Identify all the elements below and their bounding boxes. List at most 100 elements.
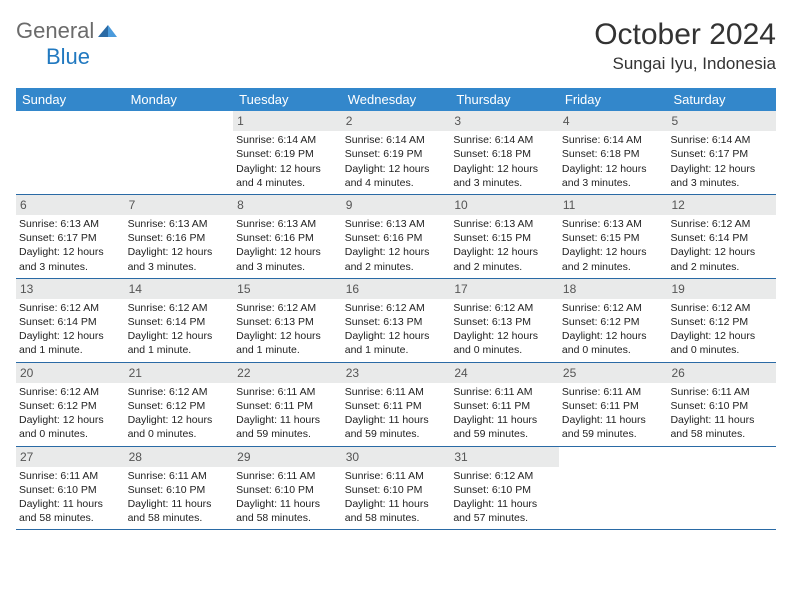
day-cell: 6Sunrise: 6:13 AMSunset: 6:17 PMDaylight… (16, 195, 125, 278)
sunset-line: Sunset: 6:19 PM (345, 147, 448, 161)
daylight-line: and 3 minutes. (562, 176, 665, 190)
daylight-line: and 4 minutes. (236, 176, 339, 190)
daylight-line: and 59 minutes. (562, 427, 665, 441)
logo-triangle-icon (96, 23, 118, 39)
day-cell: . (125, 111, 234, 194)
day-cell: 10 Sunrise: 6:13 AMSunset: 6:15 PMDayligh… (450, 195, 559, 278)
day-cell: 9Sunrise: 6:13 AMSunset: 6:16 PMDaylight… (342, 195, 451, 278)
sunset-line: Sunset: 6:18 PM (562, 147, 665, 161)
daylight-line: Daylight: 11 hours (236, 497, 339, 511)
sunset-line: Sunset: 6:14 PM (19, 315, 122, 329)
day-cell: 11Sunrise: 6:13 AMSunset: 6:15 PMDayligh… (559, 195, 668, 278)
day-number: 27 (16, 447, 125, 467)
sunrise-line: Sunrise: 6:12 AM (453, 469, 556, 483)
weeks-container: ..1Sunrise: 6:14 AMSunset: 6:19 PMDaylig… (16, 111, 776, 530)
day-cell: . (16, 111, 125, 194)
daylight-line: Daylight: 12 hours (345, 162, 448, 176)
day-number: 13 (16, 279, 125, 299)
daylight-line: Daylight: 12 hours (236, 245, 339, 259)
sunrise-line: Sunrise: 6:12 AM (670, 301, 773, 315)
day-cell: 27Sunrise: 6:11 AMSunset: 6:10 PMDayligh… (16, 447, 125, 530)
day-cell: 13Sunrise: 6:12 AMSunset: 6:14 PMDayligh… (16, 279, 125, 362)
daylight-line: and 1 minute. (19, 343, 122, 357)
day-cell: 23Sunrise: 6:11 AMSunset: 6:11 PMDayligh… (342, 363, 451, 446)
week-row: 6Sunrise: 6:13 AMSunset: 6:17 PMDaylight… (16, 195, 776, 279)
daylight-line: and 3 minutes. (453, 176, 556, 190)
daylight-line: and 3 minutes. (128, 260, 231, 274)
sunrise-line: Sunrise: 6:12 AM (128, 301, 231, 315)
day-number: 16 (342, 279, 451, 299)
sunset-line: Sunset: 6:14 PM (670, 231, 773, 245)
daylight-line: and 0 minutes. (562, 343, 665, 357)
day-cell: 28Sunrise: 6:11 AMSunset: 6:10 PMDayligh… (125, 447, 234, 530)
daylight-line: Daylight: 12 hours (453, 162, 556, 176)
sunrise-line: Sunrise: 6:14 AM (453, 133, 556, 147)
daylight-line: and 0 minutes. (19, 427, 122, 441)
day-cell: . (667, 447, 776, 530)
daylight-line: Daylight: 12 hours (236, 329, 339, 343)
sunset-line: Sunset: 6:11 PM (453, 399, 556, 413)
sunrise-line: Sunrise: 6:11 AM (236, 385, 339, 399)
sunrise-line: Sunrise: 6:13 AM (19, 217, 122, 231)
day-header: Monday (125, 88, 234, 111)
daylight-line: and 57 minutes. (453, 511, 556, 525)
day-header: Tuesday (233, 88, 342, 111)
sunrise-line: Sunrise: 6:11 AM (670, 385, 773, 399)
daylight-line: and 58 minutes. (236, 511, 339, 525)
sunrise-line: Sunrise: 6:13 AM (128, 217, 231, 231)
sunset-line: Sunset: 6:11 PM (562, 399, 665, 413)
day-number: 24 (450, 363, 559, 383)
sunset-line: Sunset: 6:15 PM (453, 231, 556, 245)
day-number: 9 (342, 195, 451, 215)
day-number: 31 (450, 447, 559, 467)
day-cell: 30Sunrise: 6:11 AMSunset: 6:10 PMDayligh… (342, 447, 451, 530)
daylight-line: Daylight: 11 hours (19, 497, 122, 511)
day-number: 26 (667, 363, 776, 383)
sunrise-line: Sunrise: 6:13 AM (453, 217, 556, 231)
daylight-line: Daylight: 11 hours (345, 413, 448, 427)
week-row: 13Sunrise: 6:12 AMSunset: 6:14 PMDayligh… (16, 279, 776, 363)
sunrise-line: Sunrise: 6:11 AM (19, 469, 122, 483)
day-number: 15 (233, 279, 342, 299)
sunrise-line: Sunrise: 6:11 AM (236, 469, 339, 483)
sunset-line: Sunset: 6:16 PM (128, 231, 231, 245)
daylight-line: Daylight: 12 hours (453, 329, 556, 343)
day-number: 17 (450, 279, 559, 299)
day-number: 21 (125, 363, 234, 383)
month-title: October 2024 (594, 18, 776, 52)
daylight-line: and 59 minutes. (236, 427, 339, 441)
sunset-line: Sunset: 6:10 PM (236, 483, 339, 497)
sunrise-line: Sunrise: 6:12 AM (236, 301, 339, 315)
daylight-line: and 1 minute. (128, 343, 231, 357)
day-number: 28 (125, 447, 234, 467)
day-cell: 1Sunrise: 6:14 AMSunset: 6:19 PMDaylight… (233, 111, 342, 194)
sunrise-line: Sunrise: 6:12 AM (670, 217, 773, 231)
sunrise-line: Sunrise: 6:13 AM (236, 217, 339, 231)
daylight-line: and 2 minutes. (562, 260, 665, 274)
sunrise-line: Sunrise: 6:12 AM (19, 385, 122, 399)
daylight-line: and 3 minutes. (670, 176, 773, 190)
sunset-line: Sunset: 6:15 PM (562, 231, 665, 245)
day-cell: 7Sunrise: 6:13 AMSunset: 6:16 PMDaylight… (125, 195, 234, 278)
daylight-line: and 4 minutes. (345, 176, 448, 190)
daylight-line: Daylight: 12 hours (19, 329, 122, 343)
day-number: 22 (233, 363, 342, 383)
day-number: 20 (16, 363, 125, 383)
daylight-line: and 1 minute. (236, 343, 339, 357)
daylight-line: Daylight: 12 hours (562, 162, 665, 176)
daylight-line: and 58 minutes. (345, 511, 448, 525)
day-cell: 16Sunrise: 6:12 AMSunset: 6:13 PMDayligh… (342, 279, 451, 362)
daylight-line: and 2 minutes. (453, 260, 556, 274)
daylight-line: Daylight: 12 hours (128, 413, 231, 427)
week-row: 20Sunrise: 6:12 AMSunset: 6:12 PMDayligh… (16, 363, 776, 447)
sunrise-line: Sunrise: 6:13 AM (345, 217, 448, 231)
sunrise-line: Sunrise: 6:12 AM (345, 301, 448, 315)
day-number: 5 (667, 111, 776, 131)
day-number: 10 (450, 195, 559, 215)
sunset-line: Sunset: 6:19 PM (236, 147, 339, 161)
daylight-line: Daylight: 12 hours (128, 329, 231, 343)
sunrise-line: Sunrise: 6:12 AM (453, 301, 556, 315)
day-cell: 21Sunrise: 6:12 AMSunset: 6:12 PMDayligh… (125, 363, 234, 446)
daylight-line: Daylight: 12 hours (453, 245, 556, 259)
sunrise-line: Sunrise: 6:14 AM (562, 133, 665, 147)
